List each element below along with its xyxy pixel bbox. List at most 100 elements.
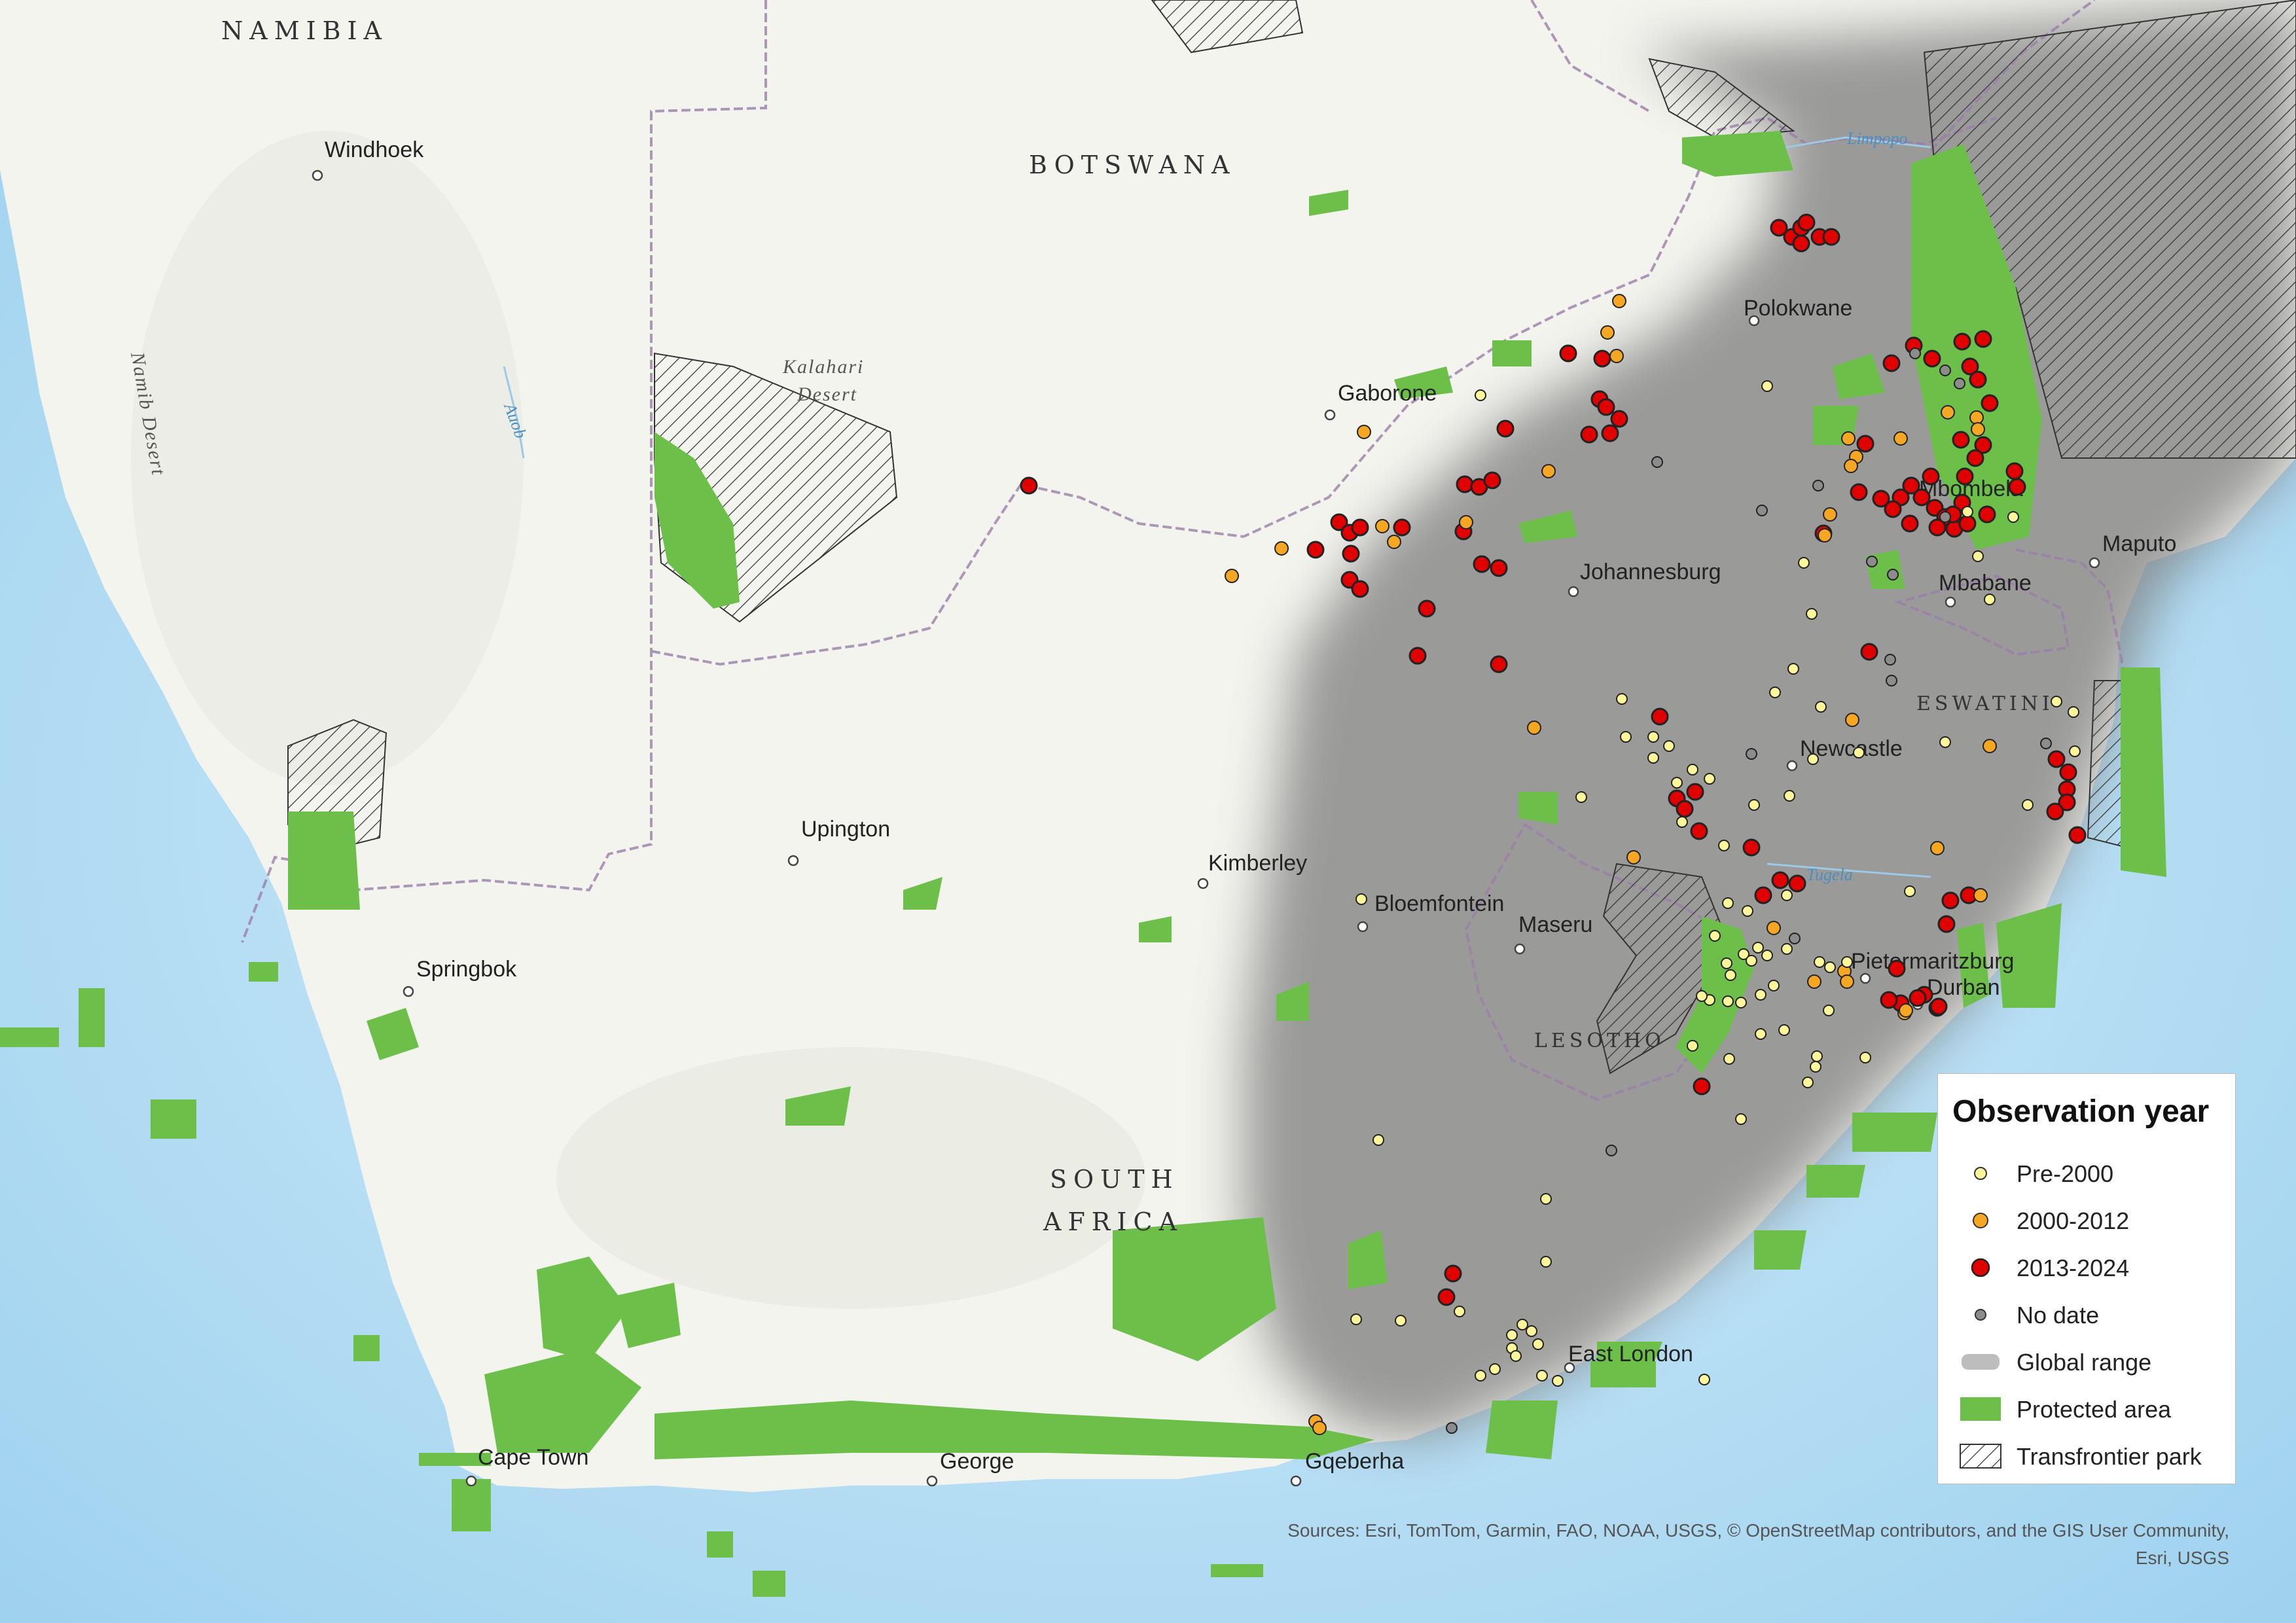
observation-point-pre-2000 — [1824, 961, 1836, 973]
observation-point-2000-2012 — [1899, 1003, 1913, 1018]
legend-symbol-protected-patch — [1960, 1397, 2001, 1421]
observation-point-2013-2024 — [1408, 647, 1427, 665]
observation-point-pre-2000 — [1810, 1061, 1821, 1073]
observation-point-pre-2000 — [1769, 687, 1781, 698]
observation-point-pre-2000 — [1735, 997, 1747, 1008]
observation-point-pre-2000 — [1721, 957, 1732, 969]
observation-point-2013-2024 — [1860, 643, 1878, 661]
observation-point-2013-2024 — [1490, 559, 1508, 577]
observation-point-pre-2000 — [2051, 696, 2062, 707]
observation-point-pre-2000 — [1859, 1052, 1871, 1063]
observation-point-pre-2000 — [1784, 790, 1795, 802]
observation-point-2013-2024 — [1937, 915, 1956, 933]
observation-point-pre-2000 — [1823, 1005, 1835, 1016]
observation-point-2013-2024 — [1686, 783, 1704, 801]
observation-point-2013-2024 — [1330, 513, 1348, 531]
observation-point-2013-2024 — [1884, 500, 1902, 518]
observation-point-no-date — [1756, 505, 1768, 516]
observation-point-2013-2024 — [1693, 1077, 1711, 1096]
observation-point-no-date — [2040, 738, 2052, 749]
observation-point-pre-2000 — [1506, 1329, 1518, 1341]
observation-point-2013-2024 — [1909, 989, 1927, 1007]
observation-point-pre-2000 — [1663, 740, 1675, 752]
observation-point-pre-2000 — [1475, 389, 1486, 401]
observation-point-2013-2024 — [1483, 471, 1501, 490]
observation-point-2013-2024 — [1418, 599, 1436, 618]
observation-point-no-date — [1954, 378, 1965, 389]
observation-point-pre-2000 — [1755, 1028, 1767, 1040]
observation-point-2013-2024 — [1961, 357, 1979, 376]
country-label-lesotho: LESOTHO — [1534, 1029, 1665, 1052]
observation-point-no-date — [1746, 748, 1757, 760]
legend-label: 2013-2024 — [2017, 1255, 2130, 1281]
observation-point-2013-2024 — [1981, 394, 1999, 412]
city-label-durban: Durban — [1927, 975, 2000, 1000]
observation-point-pre-2000 — [1939, 736, 1951, 748]
country-label-africa: AFRICA — [1043, 1207, 1183, 1236]
city-label-gqeberha: Gqeberha — [1305, 1449, 1404, 1474]
observation-point-no-date — [1884, 654, 1896, 666]
observation-point-2000-2012 — [1357, 425, 1371, 439]
legend-symbol-yellow-circle — [1974, 1167, 1987, 1180]
observation-point-pre-2000 — [1841, 956, 1853, 968]
observation-point-2013-2024 — [1888, 959, 1906, 978]
observation-point-2013-2024 — [2058, 793, 2076, 812]
region-label-kalahari: Kalahari — [782, 356, 864, 378]
observation-point-2013-2024 — [2046, 802, 2064, 821]
observation-point-pre-2000 — [1768, 980, 1780, 991]
observation-point-pre-2000 — [1761, 380, 1773, 392]
observation-point-pre-2000 — [1814, 956, 1825, 968]
legend-symbol-range-patch — [1962, 1354, 2000, 1370]
city-label-upington: Upington — [801, 817, 890, 842]
observation-point-pre-2000 — [1722, 995, 1734, 1007]
observation-point-2013-2024 — [1473, 555, 1491, 573]
observation-point-2013-2024 — [1742, 838, 1761, 857]
observation-point-pre-2000 — [1904, 885, 1916, 897]
observation-point-2000-2012 — [1375, 519, 1390, 533]
observation-point-2013-2024 — [1788, 874, 1806, 893]
legend-item-2013-2024: 2013-2024 — [1952, 1248, 2227, 1287]
observation-point-pre-2000 — [1696, 990, 1708, 1002]
observation-point-pre-2000 — [1798, 557, 1810, 569]
legend-item-no-date: No date — [1952, 1295, 2227, 1334]
observation-point-2000-2012 — [1541, 464, 1556, 478]
observation-point-pre-2000 — [1962, 506, 1973, 518]
observation-point-pre-2000 — [1787, 663, 1799, 675]
observation-point-no-date — [1446, 1422, 1458, 1434]
legend-item-transfrontier-park: Transfrontier park — [1952, 1436, 2227, 1476]
observation-point-pre-2000 — [1781, 889, 1793, 901]
observation-point-pre-2000 — [1647, 752, 1659, 764]
river-label-limpopo: Limpopo — [1846, 129, 1907, 148]
legend-item-protected-area: Protected area — [1952, 1389, 2227, 1429]
observation-point-pre-2000 — [1687, 764, 1698, 776]
legend: Observation year Pre-2000 2000-2012 2013… — [1937, 1073, 2236, 1484]
country-labels: NAMIBIA BOTSWANA SOUTH AFRICA ESWATINI L… — [221, 16, 2050, 1236]
observation-point-2000-2012 — [1840, 974, 1854, 989]
observation-point-pre-2000 — [1718, 840, 1730, 851]
observation-point-2000-2012 — [1893, 431, 1908, 446]
observation-point-no-date — [1651, 456, 1663, 468]
observation-point-2013-2024 — [1974, 330, 1992, 348]
observation-point-pre-2000 — [1722, 897, 1734, 909]
observation-point-pre-2000 — [1755, 989, 1767, 1001]
observation-point-2013-2024 — [1958, 514, 1977, 533]
observation-point-2013-2024 — [1969, 370, 1987, 389]
observation-point-pre-2000 — [1510, 1350, 1522, 1362]
legend-title: Observation year — [1952, 1094, 2210, 1129]
legend-symbol-hatch-patch — [1960, 1444, 2001, 1469]
observation-point-pre-2000 — [2069, 745, 2081, 757]
legend-item-2000-2012: 2000-2012 — [1952, 1201, 2227, 1240]
observation-point-2013-2024 — [2059, 763, 2077, 781]
observation-point-2013-2024 — [1922, 467, 1940, 486]
observation-point-2013-2024 — [1974, 436, 1992, 454]
observation-point-pre-2000 — [1748, 799, 1760, 811]
observation-point-pre-2000 — [1761, 950, 1773, 961]
observation-point-pre-2000 — [1752, 942, 1764, 954]
observation-point-2013-2024 — [1978, 505, 1996, 524]
observation-point-2000-2012 — [1312, 1421, 1327, 1435]
observation-point-pre-2000 — [1552, 1375, 1564, 1387]
terrain-shade — [131, 131, 524, 785]
observation-point-2013-2024 — [2008, 478, 2026, 496]
observation-point-2013-2024 — [1601, 424, 1619, 442]
